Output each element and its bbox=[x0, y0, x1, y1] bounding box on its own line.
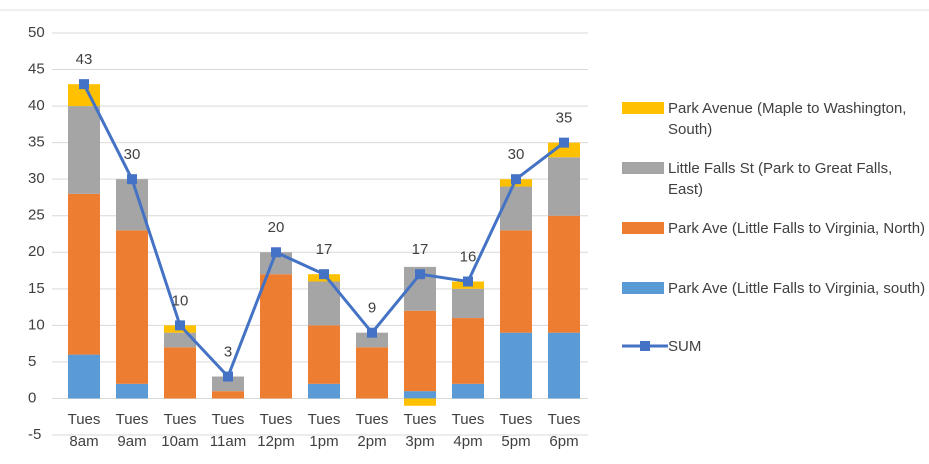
sum-marker bbox=[79, 79, 89, 90]
legend-label: Park Ave (Little Falls to Virginia, sout… bbox=[668, 280, 926, 297]
sum-marker bbox=[127, 174, 137, 185]
bar-segment bbox=[356, 347, 388, 399]
bar-segment bbox=[68, 106, 100, 194]
bar-segment bbox=[308, 325, 340, 384]
bar-segment bbox=[452, 383, 484, 399]
legend-label: Little Falls St (Park to Great Falls, Ea… bbox=[668, 160, 893, 198]
bar-segment bbox=[212, 391, 244, 399]
bar-segment bbox=[548, 332, 580, 399]
bar-segment bbox=[68, 354, 100, 399]
bar-segment bbox=[452, 288, 484, 319]
y-tick-label: 30 bbox=[28, 170, 45, 187]
bar-segment bbox=[116, 230, 148, 384]
bar-segment bbox=[548, 157, 580, 216]
bar-segment bbox=[260, 252, 292, 275]
data-label: 30 bbox=[508, 146, 525, 163]
x-tick-label: Tues 8am bbox=[67, 411, 101, 450]
data-label: 35 bbox=[556, 110, 573, 127]
bar-segment bbox=[164, 347, 196, 399]
bar-segment bbox=[500, 332, 532, 399]
sum-marker bbox=[175, 320, 185, 331]
y-tick-label: 25 bbox=[28, 207, 45, 224]
x-tick-label: Tues 5pm bbox=[499, 411, 533, 450]
sum-marker bbox=[559, 137, 569, 148]
data-label: 16 bbox=[460, 248, 477, 265]
bar-segment bbox=[68, 193, 100, 355]
bar-segment bbox=[404, 310, 436, 392]
bar-segment bbox=[452, 318, 484, 384]
legend-label: SUM bbox=[668, 338, 702, 355]
data-label: 3 bbox=[224, 343, 232, 360]
bar-segment bbox=[116, 383, 148, 399]
legend-swatch bbox=[622, 282, 664, 294]
legend-label: Park Ave (Little Falls to Virginia, Nort… bbox=[668, 220, 926, 237]
data-label: 17 bbox=[412, 241, 429, 258]
y-tick-label: 15 bbox=[28, 280, 45, 297]
sum-marker bbox=[271, 247, 281, 258]
y-tick-label: -5 bbox=[28, 426, 41, 443]
y-tick-label: 5 bbox=[28, 353, 36, 370]
y-tick-label: 35 bbox=[28, 134, 45, 151]
legend-marker bbox=[640, 341, 650, 351]
y-tick-label: 0 bbox=[28, 389, 36, 406]
bar-segment bbox=[500, 186, 532, 231]
x-tick-label: Tues 2pm bbox=[355, 411, 389, 450]
x-tick-label: Tues 12pm bbox=[257, 411, 295, 450]
sum-marker bbox=[319, 269, 329, 280]
bar-segment bbox=[116, 179, 148, 231]
bar-segment bbox=[212, 376, 244, 392]
data-label: 43 bbox=[76, 51, 93, 68]
legend-label: Park Avenue (Maple to Washington, South) bbox=[668, 100, 907, 138]
data-label: 17 bbox=[316, 241, 333, 258]
data-label: 10 bbox=[172, 292, 189, 309]
bar-segment bbox=[404, 391, 436, 399]
x-tick-label: Tues 9am bbox=[115, 411, 149, 450]
data-label: 30 bbox=[124, 146, 141, 163]
legend-swatch bbox=[622, 222, 664, 234]
bar-segment bbox=[164, 332, 196, 348]
bar-segment bbox=[404, 398, 436, 406]
x-tick-label: Tues 1pm bbox=[307, 411, 341, 450]
legend-swatch bbox=[622, 102, 664, 114]
x-tick-label: Tues 4pm bbox=[451, 411, 485, 450]
bar-segment bbox=[548, 215, 580, 333]
bar-segment bbox=[500, 230, 532, 333]
x-tick-label: Tues 10am bbox=[161, 411, 199, 450]
x-tick-label: Tues 3pm bbox=[403, 411, 437, 450]
sum-marker bbox=[511, 174, 521, 185]
x-tick-label: Tues 11am bbox=[209, 411, 247, 450]
y-tick-label: 40 bbox=[28, 97, 45, 114]
x-tick-label: Tues 6pm bbox=[547, 411, 581, 450]
bar-segment bbox=[356, 332, 388, 348]
y-tick-label: 50 bbox=[28, 24, 45, 41]
y-tick-label: 10 bbox=[28, 316, 45, 333]
sum-marker bbox=[463, 276, 473, 287]
sum-marker bbox=[223, 371, 233, 382]
sum-marker bbox=[367, 327, 377, 338]
legend-swatch bbox=[622, 162, 664, 174]
bar-segment bbox=[260, 274, 292, 399]
sum-marker bbox=[415, 269, 425, 280]
data-label: 20 bbox=[268, 219, 285, 236]
bar-segment bbox=[548, 142, 580, 158]
y-tick-label: 45 bbox=[28, 61, 45, 78]
y-tick-label: 20 bbox=[28, 243, 45, 260]
data-label: 9 bbox=[368, 300, 376, 317]
bar-segment bbox=[308, 383, 340, 399]
